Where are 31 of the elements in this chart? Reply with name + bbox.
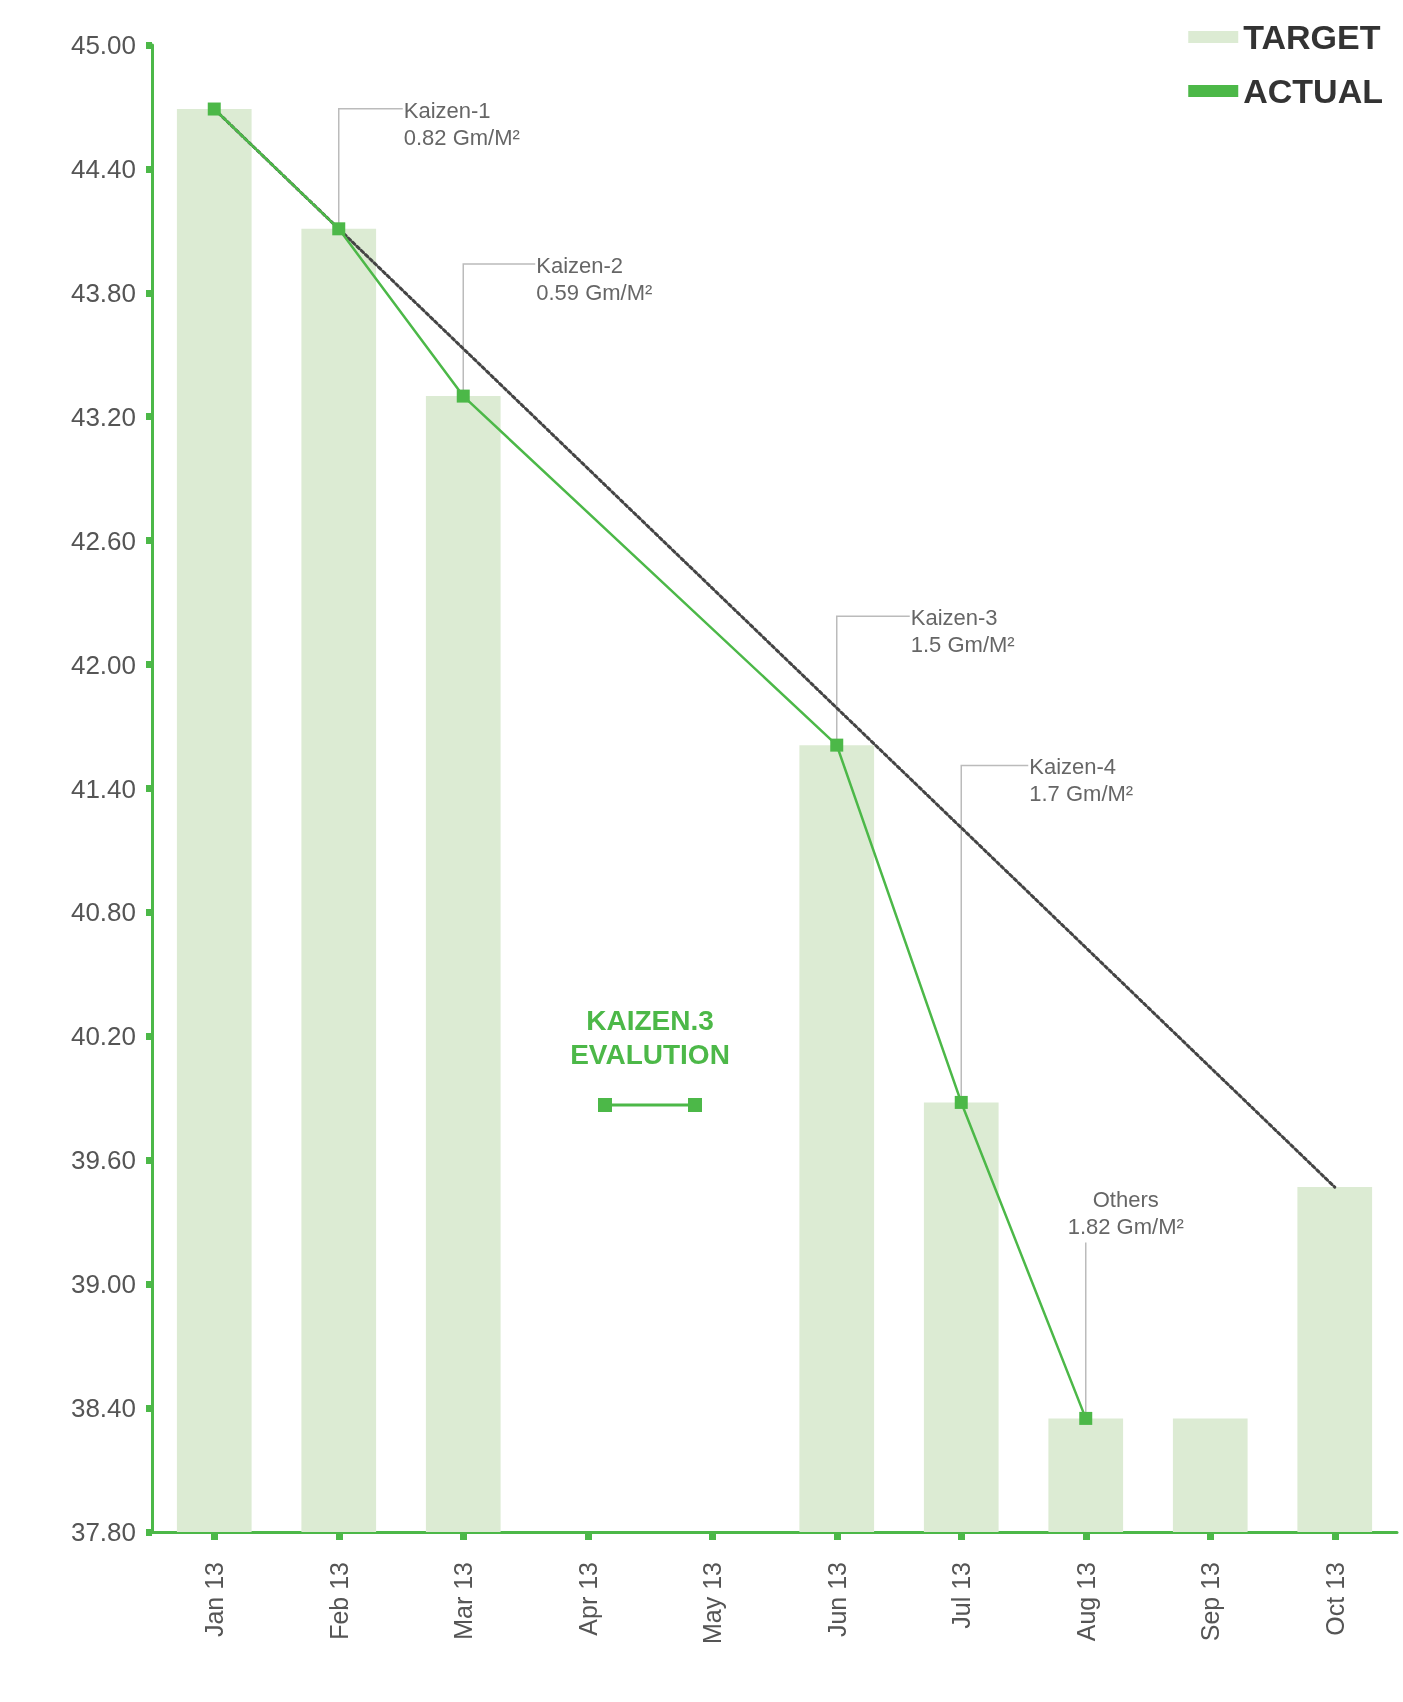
y-tick-label: 45.00 [70,30,136,60]
annotation: Kaizen-4 1.7 Gm/M² [1029,754,1134,807]
y-tick-label: 43.80 [70,277,136,308]
y-tick-label: 38.40 [70,1393,136,1424]
annotation: Others 1.82 Gm/M² [1067,1187,1184,1240]
y-tick-label: 42.00 [70,649,136,680]
legend-label: TARGET [1243,18,1381,56]
y-tick-label: 39.60 [70,1145,136,1176]
x-tick-label: Oct 13 [1320,1562,1349,1636]
x-tick-label: May 13 [698,1562,727,1644]
annotation: Kaizen-2 0.59 Gm/M² [536,253,653,306]
y-tick-label: 43.20 [70,401,136,432]
x-tick-label: Jul 13 [947,1562,976,1629]
x-tick-label: Jun 13 [822,1562,851,1638]
y-tick-label: 39.00 [70,1269,136,1300]
x-tick-label: Apr 13 [573,1562,602,1636]
y-tick-label: 37.80 [70,1517,136,1547]
annotation: Kaizen-3 1.5 Gm/M² [910,605,1015,658]
annotation: Kaizen-1 0.82 Gm/M² [403,97,520,150]
x-tick-label: Jan 13 [200,1562,229,1638]
x-tick-label: Feb 13 [324,1562,353,1640]
y-tick-label: 40.20 [70,1021,136,1052]
y-tick-label: 40.80 [70,897,136,928]
legend-label: ACTUAL [1243,72,1384,110]
x-tick-label: Aug 13 [1071,1562,1100,1642]
y-tick-label: 41.40 [70,773,136,804]
x-tick-label: Mar 13 [449,1562,478,1640]
y-tick-label: 44.40 [70,153,136,184]
x-tick-label: Sep 13 [1196,1562,1225,1642]
annotation: KAIZEN.3 EVALUTION [570,1004,730,1070]
y-tick-label: 42.60 [70,525,136,556]
